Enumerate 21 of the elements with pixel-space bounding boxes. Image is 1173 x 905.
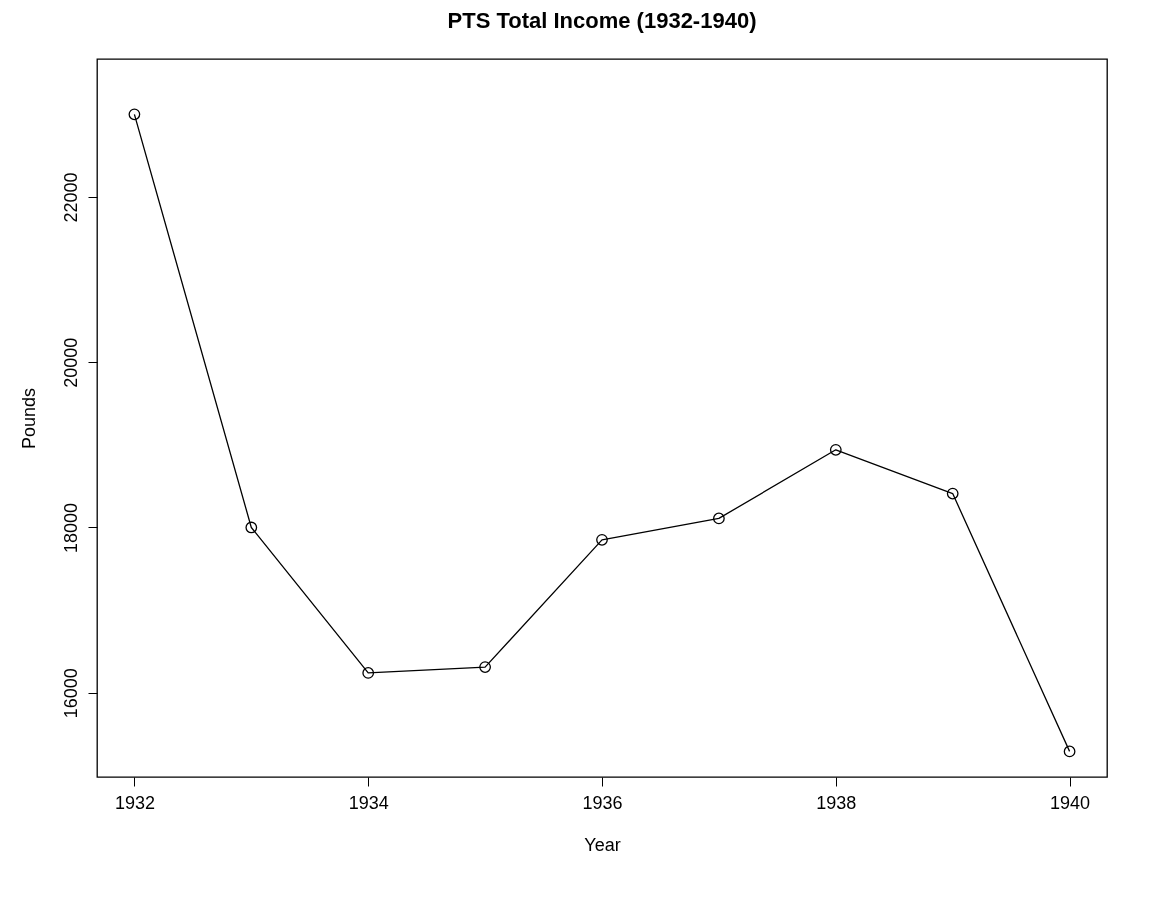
y-tick-label: 22000 — [60, 172, 81, 223]
point — [479, 661, 491, 673]
x-tick-label: 1932 — [114, 792, 155, 813]
point — [362, 667, 375, 679]
chart-title: PTS Total Income (1932-1940) — [447, 8, 757, 33]
x-tick-label: 1934 — [348, 792, 389, 813]
point — [245, 521, 258, 534]
point — [946, 487, 959, 500]
x-tick-label: 1936 — [582, 792, 623, 813]
y-axis-title: Pounds — [18, 387, 39, 450]
point — [1063, 745, 1076, 758]
point — [596, 533, 608, 546]
y-tick-label: 16000 — [60, 668, 81, 719]
point — [713, 512, 725, 525]
x-tick-label: 1938 — [816, 792, 857, 813]
x-tick-label: 1940 — [1050, 792, 1091, 813]
y-tick-label: 20000 — [60, 337, 81, 388]
point — [829, 443, 842, 456]
x-axis-title: Year — [584, 834, 621, 855]
y-tick-label: 18000 — [60, 502, 81, 554]
point — [128, 108, 141, 121]
